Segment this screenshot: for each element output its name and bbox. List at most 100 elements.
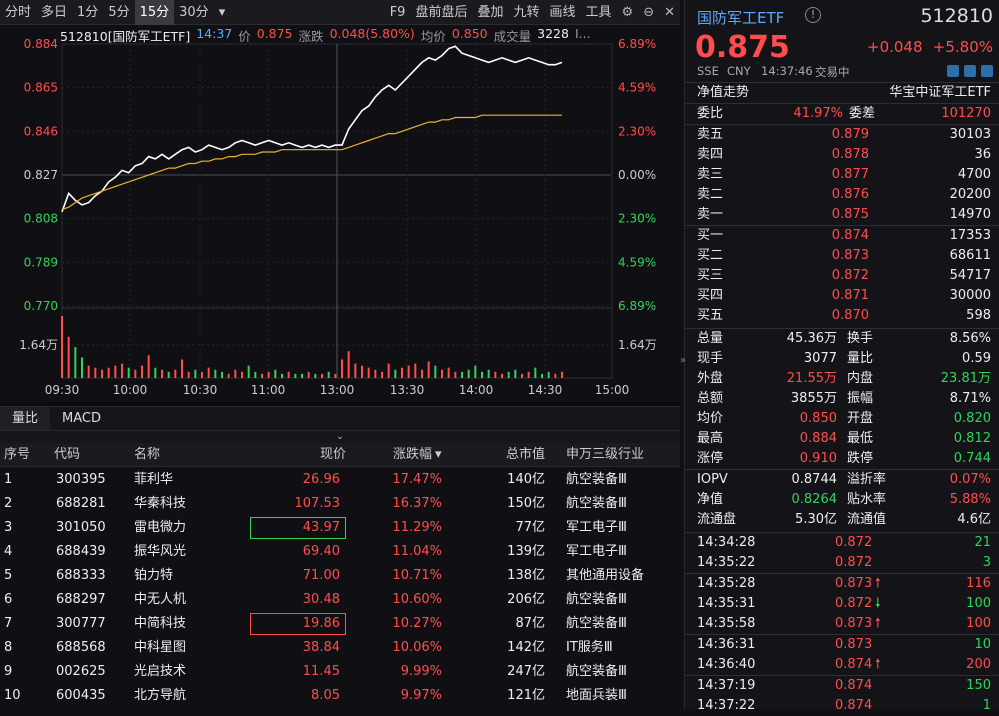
cell-code: 688439 bbox=[56, 544, 106, 559]
volume-bar bbox=[127, 367, 130, 378]
toolbar-btn-1[interactable]: 盘前盘后 bbox=[415, 5, 468, 20]
intraday-chart[interactable]: 512810[国防军工ETF] 14:37 价 0.875 涨跌 0.048(5… bbox=[0, 26, 680, 402]
more-dropdown-icon[interactable]: ▾ bbox=[218, 4, 226, 20]
tick-price: 0.872 bbox=[835, 535, 873, 550]
col-name[interactable]: 名称 bbox=[134, 447, 161, 462]
ask-level[interactable]: 卖四 0.878 36 bbox=[685, 145, 999, 165]
table-row[interactable]: 6 688297 中无人机 30.48 10.60% 206亿 航空装备Ⅲ bbox=[0, 588, 680, 612]
table-row[interactable]: 9 002625 光启技术 11.45 9.99% 247亿 航空装备Ⅲ bbox=[0, 660, 680, 684]
bid-level[interactable]: 买一 0.874 17353 bbox=[685, 226, 999, 246]
info-icon[interactable]: ! bbox=[805, 7, 821, 23]
col-industry[interactable]: 申万三级行业 bbox=[566, 447, 645, 462]
cell-change-pct: 10.27% bbox=[392, 616, 442, 631]
gear-icon[interactable]: ⚙ bbox=[621, 5, 634, 20]
minimize-icon[interactable]: ⊖ bbox=[643, 5, 655, 20]
tab-macd[interactable]: MACD bbox=[62, 411, 101, 426]
toolbar: 分时 多日 1分 5分 15分 30分 ▾ F9 盘前盘后 叠加 九转 画线 工具 ⚙ ⊖ ✕ bbox=[0, 0, 680, 25]
tick-row: 14:36:31 0.873 10 bbox=[685, 635, 999, 655]
volume-bar bbox=[327, 371, 330, 378]
volume-bar bbox=[407, 365, 410, 378]
toolbar-btn-4[interactable]: 画线 bbox=[549, 5, 576, 20]
stat-value: 0.884 bbox=[799, 431, 837, 446]
col-change-pct[interactable]: 涨跌幅 bbox=[392, 447, 432, 462]
period-tab-5[interactable]: 30分 bbox=[179, 4, 209, 20]
x-tick: 10:30 bbox=[183, 383, 218, 397]
level-label: 卖五 bbox=[697, 127, 724, 142]
level-volume: 4700 bbox=[957, 167, 991, 182]
y-tick-right: 6.89% bbox=[618, 299, 656, 313]
volume-bar bbox=[154, 367, 157, 378]
toolbar-btn-0[interactable]: F9 bbox=[389, 5, 406, 20]
level-label: 买一 bbox=[697, 228, 724, 243]
cell-index: 7 bbox=[4, 616, 13, 631]
volume-bar bbox=[334, 373, 337, 378]
stat-label: 均价 bbox=[697, 411, 724, 426]
cell-price: 107.53 bbox=[294, 496, 341, 511]
cell-price: 43.97 bbox=[250, 517, 346, 539]
period-tab-2[interactable]: 1分 bbox=[77, 4, 99, 20]
bid-level[interactable]: 买三 0.872 54717 bbox=[685, 266, 999, 286]
stat-label: 开盘 bbox=[847, 411, 874, 426]
cell-code: 002625 bbox=[56, 664, 106, 679]
stat-value: 0.8744 bbox=[791, 472, 838, 487]
x-tick: 13:00 bbox=[320, 383, 355, 397]
volume-bar bbox=[94, 367, 97, 378]
ask-level[interactable]: 卖三 0.877 4700 bbox=[685, 165, 999, 185]
expand-arrow-icon[interactable]: » bbox=[680, 355, 687, 366]
bid-level[interactable]: 买五 0.870 598 bbox=[685, 306, 999, 326]
tick-list[interactable]: 14:34:28 0.872 21 14:35:22 0.872 3 14:35:28 0.8… bbox=[685, 533, 999, 716]
y-tick-left: 0.884 bbox=[24, 37, 58, 51]
cell-industry: 其他通用设备 bbox=[566, 568, 645, 583]
col-code[interactable]: 代码 bbox=[54, 447, 81, 462]
period-tab-4[interactable]: 15分 bbox=[134, 0, 175, 25]
cell-code: 300395 bbox=[56, 472, 106, 487]
stat-row: 外盘 21.55万 内盘 23.81万 bbox=[685, 369, 999, 389]
table-row[interactable]: 4 688439 振华风光 69.40 11.04% 139亿 军工电子Ⅲ bbox=[0, 540, 680, 564]
table-row[interactable]: 5 688333 铂力特 71.00 10.71% 138亿 其他通用设备 bbox=[0, 564, 680, 588]
cell-price: 19.86 bbox=[250, 613, 346, 635]
volume-bar bbox=[481, 371, 483, 378]
cell-index: 9 bbox=[4, 664, 13, 679]
toolbar-btn-3[interactable]: 九转 bbox=[513, 5, 540, 20]
cell-industry: 军工电子Ⅲ bbox=[566, 544, 627, 559]
period-tab-0[interactable]: 分时 bbox=[5, 4, 32, 20]
table-row[interactable]: 2 688281 华秦科技 107.53 16.37% 150亿 航空装备Ⅲ bbox=[0, 492, 680, 516]
cell-name: 铂力特 bbox=[134, 568, 174, 583]
volume-bar bbox=[181, 359, 183, 378]
table-row[interactable]: 3 301050 雷电微力 43.97 11.29% 77亿 军工电子Ⅲ bbox=[0, 516, 680, 540]
x-tick: 10:00 bbox=[113, 383, 148, 397]
col-index[interactable]: 序号 bbox=[4, 447, 31, 462]
stock-table: 1 300395 菲利华 26.96 17.47% 140亿 航空装备Ⅲ 2 688281 华秦科… bbox=[0, 468, 680, 708]
ask-level[interactable]: 卖五 0.879 30103 bbox=[685, 125, 999, 145]
ask-level[interactable]: 卖二 0.876 20200 bbox=[685, 185, 999, 205]
table-row[interactable]: 7 300777 中简科技 19.86 10.27% 87亿 航空装备Ⅲ bbox=[0, 612, 680, 636]
ask-level[interactable]: 卖一 0.875 14970 bbox=[685, 205, 999, 225]
cell-change-pct: 11.04% bbox=[392, 544, 442, 559]
volume-bar bbox=[141, 365, 143, 378]
cell-market-cap: 121亿 bbox=[507, 688, 545, 703]
bid-level[interactable]: 买四 0.871 30000 bbox=[685, 286, 999, 306]
volume-bar bbox=[201, 371, 203, 378]
table-row[interactable]: 1 300395 菲利华 26.96 17.47% 140亿 航空装备Ⅲ bbox=[0, 468, 680, 492]
period-tab-3[interactable]: 5分 bbox=[108, 4, 130, 20]
nav-trend-link[interactable]: 净值走势 bbox=[697, 85, 750, 100]
col-market-cap[interactable]: 总市值 bbox=[505, 447, 545, 462]
toolbar-btn-5[interactable]: 工具 bbox=[585, 5, 612, 20]
bid-level[interactable]: 买二 0.873 68611 bbox=[685, 246, 999, 266]
volume-bar bbox=[487, 369, 490, 378]
close-icon[interactable]: ✕ bbox=[664, 5, 675, 20]
period-tab-1[interactable]: 多日 bbox=[41, 4, 68, 20]
volume-bar bbox=[194, 369, 197, 378]
volume-bar bbox=[414, 363, 417, 378]
cell-change-pct: 17.47% bbox=[392, 472, 442, 487]
toolbar-btn-2[interactable]: 叠加 bbox=[477, 5, 504, 20]
collapse-chevron-icon[interactable]: ⌄ bbox=[0, 431, 680, 443]
table-row[interactable]: 10 600435 北方导航 8.05 9.97% 121亿 地面兵装Ⅲ bbox=[0, 684, 680, 708]
tab-volume-ratio[interactable]: 量比 bbox=[0, 407, 51, 430]
table-row[interactable]: 8 688568 中科星图 38.84 10.06% 142亿 IT服务Ⅲ bbox=[0, 636, 680, 660]
bell-icon[interactable] bbox=[964, 65, 976, 77]
col-price[interactable]: 现价 bbox=[319, 447, 346, 462]
edit-icon[interactable] bbox=[947, 65, 959, 77]
level-price: 0.878 bbox=[831, 147, 869, 162]
add-icon[interactable] bbox=[981, 65, 993, 77]
